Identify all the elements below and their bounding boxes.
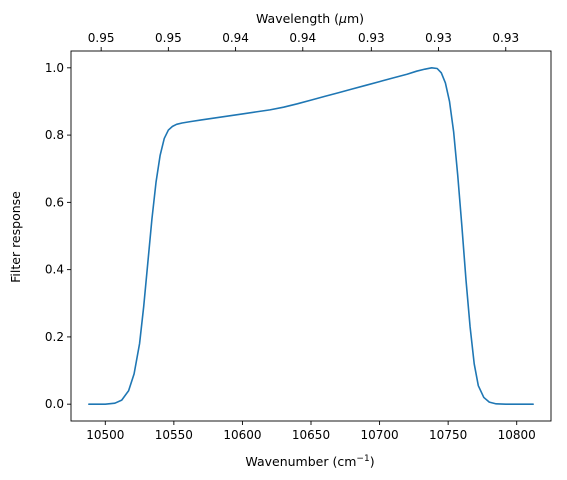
x-tick-label: 10500 <box>86 428 124 442</box>
top-tick-label: 0.93 <box>492 31 519 45</box>
x-tick-label: 10800 <box>498 428 536 442</box>
x-tick-label: 10650 <box>292 428 330 442</box>
plot-area-border <box>70 50 552 422</box>
y-tick-label: 0.8 <box>45 128 64 142</box>
top-tick-label: 0.95 <box>88 31 115 45</box>
x-tick-label: 10750 <box>429 428 467 442</box>
y-tick-label: 0.4 <box>45 263 64 277</box>
top-tick-label: 0.93 <box>358 31 385 45</box>
y-axis-label: Filter response <box>8 191 23 283</box>
top-axis-label: Wavelength (μm) <box>256 11 364 26</box>
x-tick-label: 10600 <box>223 428 261 442</box>
series-layer <box>88 67 534 405</box>
top-tick-label: 0.94 <box>289 31 316 45</box>
plot-frame <box>70 50 552 422</box>
top-tick-label: 0.95 <box>155 31 182 45</box>
y-tick-label: 0.6 <box>45 195 64 209</box>
top-tick-label: 0.93 <box>425 31 452 45</box>
top-axis-ticks: 0.95 0.95 0.94 0.94 0.93 0.93 0.93 <box>88 31 519 51</box>
top-tick-label: 0.94 <box>222 31 249 45</box>
series-line-0 <box>88 67 534 405</box>
x-axis-ticks: 10500 10550 10600 10650 10700 10750 10800 <box>86 421 536 442</box>
y-tick-label: 0.2 <box>45 330 64 344</box>
y-tick-label: 1.0 <box>45 61 64 75</box>
y-tick-label: 0.0 <box>45 397 64 411</box>
x-tick-label: 10700 <box>360 428 398 442</box>
x-axis-label: Wavenumber (cm−1) <box>245 454 374 469</box>
y-axis-ticks: 0.0 0.2 0.4 0.6 0.8 1.0 <box>45 61 71 411</box>
x-tick-label: 10550 <box>155 428 193 442</box>
